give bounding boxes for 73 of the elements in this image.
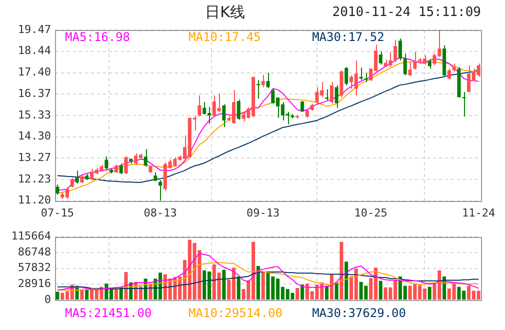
y-tick-label: 11.20 bbox=[18, 194, 51, 207]
bar bbox=[340, 242, 344, 300]
text: MA10:29514.00 bbox=[188, 306, 282, 320]
bar bbox=[222, 270, 226, 300]
candlestick bbox=[324, 88, 329, 101]
candlestick bbox=[359, 67, 363, 81]
candlestick bbox=[70, 178, 74, 188]
bar bbox=[324, 286, 329, 300]
candlestick bbox=[413, 51, 417, 70]
x-tick-label: 08-13 bbox=[144, 206, 177, 220]
bar bbox=[85, 290, 89, 300]
candlestick bbox=[104, 156, 108, 170]
series-label: MA5:21451.00 bbox=[65, 306, 152, 320]
candlestick bbox=[462, 91, 466, 118]
candlestick bbox=[364, 72, 368, 83]
candlestick bbox=[124, 156, 128, 174]
y-tick-label: 14.30 bbox=[18, 130, 51, 143]
bar bbox=[300, 284, 304, 300]
candlestick bbox=[334, 84, 338, 108]
y-tick-label: 16.37 bbox=[18, 86, 51, 100]
y-tick-label: 115664 bbox=[11, 229, 52, 242]
candlestick bbox=[344, 66, 348, 86]
bar bbox=[330, 274, 334, 300]
text: MA30:17.52 bbox=[312, 30, 384, 44]
candlestick bbox=[428, 59, 432, 70]
candlestick bbox=[403, 53, 407, 76]
y-tick-label: 12.23 bbox=[18, 172, 51, 186]
x-tick-label: 10-25 bbox=[354, 206, 388, 220]
bar bbox=[56, 292, 60, 300]
x-tick-label: 11-24 bbox=[462, 206, 496, 220]
chart-subtitle: 2010-11-24 15:11:09 bbox=[332, 5, 481, 20]
candlestick bbox=[198, 94, 202, 118]
x-tick-label: 07-15 bbox=[40, 206, 74, 220]
candlestick bbox=[261, 74, 265, 88]
candlestick bbox=[144, 148, 148, 168]
x-tick-label: 09-13 bbox=[246, 206, 280, 220]
candlestick bbox=[398, 38, 402, 61]
candlestick bbox=[119, 163, 123, 174]
candlestick bbox=[75, 170, 79, 184]
bar bbox=[261, 272, 265, 300]
text: MA30:37629.00 bbox=[312, 306, 406, 320]
bar bbox=[334, 282, 338, 300]
y-tick-label: 0 bbox=[44, 292, 51, 306]
candlestick bbox=[330, 82, 334, 104]
bar bbox=[236, 276, 240, 300]
bar bbox=[256, 266, 260, 300]
y-tick-label: 28916 bbox=[18, 277, 51, 290]
bar bbox=[80, 290, 84, 300]
text: MA10:17.45 bbox=[188, 30, 261, 44]
bar bbox=[296, 288, 300, 300]
y-tick-label: 15.33 bbox=[18, 108, 51, 122]
bar bbox=[114, 290, 118, 300]
candlestick bbox=[56, 184, 60, 196]
candlestick bbox=[394, 39, 398, 63]
candlestick bbox=[447, 68, 451, 80]
y-tick-label: 86748 bbox=[18, 245, 51, 258]
bar bbox=[428, 286, 432, 300]
chart-title: 日K线 bbox=[205, 3, 245, 21]
bar bbox=[344, 262, 348, 300]
candlestick bbox=[300, 100, 304, 112]
y-tick-label: 18.44 bbox=[18, 44, 52, 58]
candlestick bbox=[378, 50, 382, 65]
text: MA5:16.98 bbox=[65, 30, 130, 44]
y-tick-label: 19.47 bbox=[18, 22, 51, 36]
bar bbox=[378, 280, 382, 300]
y-tick-label: 57832 bbox=[18, 261, 51, 274]
candlestick bbox=[408, 62, 412, 76]
y-tick-label: 17.40 bbox=[18, 66, 51, 79]
candlestick bbox=[222, 104, 226, 128]
candlestick bbox=[236, 99, 240, 120]
candlestick bbox=[256, 79, 260, 100]
candlestick bbox=[266, 72, 270, 88]
y-tick-label: 13.27 bbox=[18, 150, 51, 164]
